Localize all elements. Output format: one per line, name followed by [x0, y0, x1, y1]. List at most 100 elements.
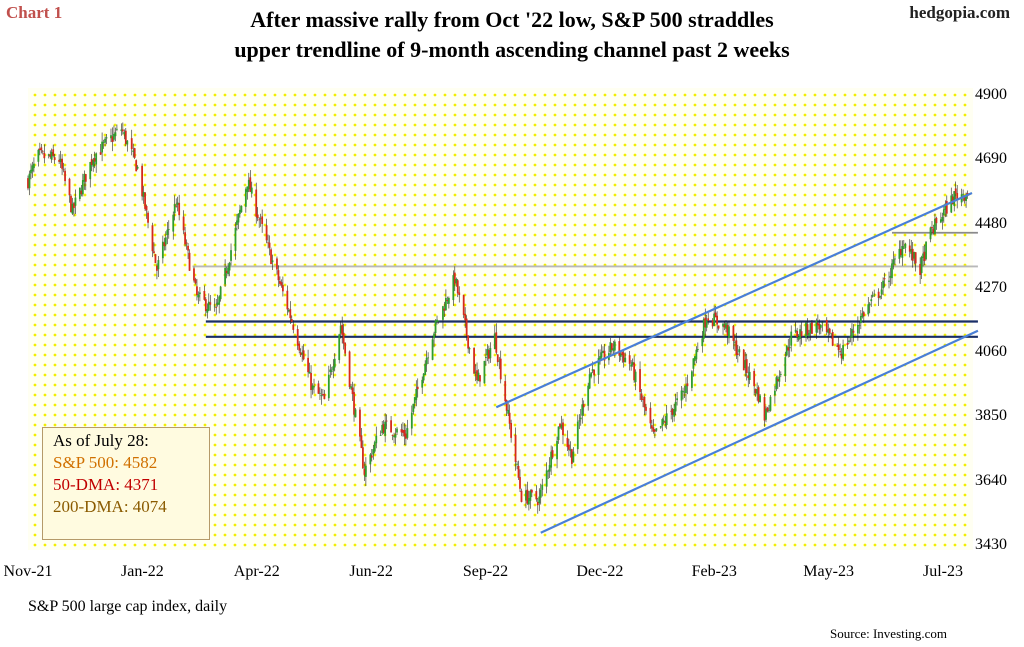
candle-down	[640, 393, 643, 400]
candle-up	[765, 408, 767, 420]
candle-up	[815, 320, 818, 333]
candle-down	[562, 422, 564, 436]
candle-up	[842, 345, 844, 360]
candle-up	[167, 228, 170, 230]
candle-down	[670, 410, 673, 412]
candle-down	[163, 242, 166, 246]
candle-down	[99, 152, 102, 155]
candle-down	[465, 318, 468, 336]
candle-down	[90, 159, 93, 165]
candle-down	[277, 270, 280, 281]
y-tick-label: 3850	[975, 407, 1007, 425]
candle-down	[362, 447, 364, 469]
candle-up	[581, 404, 584, 416]
candle-down	[61, 158, 63, 169]
candle-up	[319, 392, 321, 394]
candle-down	[279, 280, 281, 284]
candle-down	[258, 219, 261, 221]
candle-up	[372, 449, 375, 455]
candle-down	[945, 201, 948, 214]
candle-down	[837, 344, 840, 351]
candle-down	[510, 423, 513, 438]
candle-up	[578, 420, 581, 422]
candle-down	[302, 350, 305, 360]
candle-down	[286, 290, 289, 310]
candle-down	[153, 251, 155, 254]
candle-up	[609, 342, 612, 353]
candle-up	[327, 374, 330, 399]
candle-up	[224, 267, 226, 285]
candle-up	[31, 165, 34, 172]
candle-up	[944, 203, 947, 210]
candle-down	[514, 435, 517, 462]
candle-down	[840, 353, 843, 359]
candle-up	[47, 154, 50, 156]
candle-up	[33, 163, 35, 169]
candle-down	[249, 177, 252, 192]
candle-down	[453, 272, 456, 285]
candle-down	[255, 189, 258, 217]
candle-up	[725, 323, 727, 329]
candle-down	[135, 160, 138, 172]
candle-down	[726, 324, 729, 336]
candle-down	[360, 435, 363, 449]
candle-down	[124, 130, 127, 145]
candle-down	[650, 425, 653, 429]
candle-down	[811, 322, 813, 334]
candle-up	[774, 390, 776, 396]
candle-up	[477, 372, 480, 381]
candle-up	[126, 140, 129, 145]
candle-up	[59, 158, 62, 163]
candle-up	[271, 260, 274, 263]
candle-down	[956, 193, 959, 200]
candle-down	[322, 394, 324, 395]
candle-up	[381, 424, 384, 434]
candle-up	[436, 319, 438, 322]
x-tick-label: Jul-23	[923, 563, 963, 580]
candle-up	[216, 302, 219, 305]
candle-up	[320, 395, 323, 397]
candle-up	[116, 128, 118, 130]
candle-up	[934, 218, 936, 235]
candle-up	[350, 386, 352, 389]
x-tick-label: Nov-21	[3, 563, 53, 580]
candle-down	[566, 437, 569, 448]
candle-down	[292, 324, 295, 330]
candle-down	[508, 412, 511, 424]
candle-down	[58, 159, 61, 162]
candle-down	[818, 324, 821, 330]
candle-up	[673, 409, 676, 417]
candle-up	[373, 442, 376, 452]
candle-down	[49, 154, 52, 158]
candle-down	[359, 409, 361, 437]
candle-down	[664, 421, 667, 424]
candle-down	[776, 379, 779, 382]
candle-up	[744, 360, 747, 369]
candle-up	[538, 496, 541, 504]
candle-up	[560, 424, 563, 429]
candle-up	[101, 141, 103, 153]
candle-down	[816, 322, 819, 326]
candle-up	[228, 262, 231, 271]
candle-down	[763, 397, 766, 421]
candle-up	[219, 286, 222, 300]
candle-down	[862, 312, 865, 317]
candle-down	[735, 340, 738, 356]
candle-up	[313, 386, 315, 388]
candle-down	[391, 435, 394, 436]
candle-up	[790, 331, 793, 346]
candle-down	[446, 300, 449, 301]
candle-down	[133, 148, 136, 158]
candle-up	[942, 209, 945, 216]
candle-up	[913, 251, 916, 259]
candle-down	[671, 408, 674, 415]
candle-down	[499, 358, 502, 380]
candle-down	[344, 342, 347, 354]
candle-up	[161, 241, 164, 259]
candle-down	[310, 373, 312, 391]
candle-down	[462, 294, 465, 315]
candle-up	[114, 132, 117, 137]
candle-down	[645, 406, 647, 411]
candle-up	[685, 385, 687, 393]
